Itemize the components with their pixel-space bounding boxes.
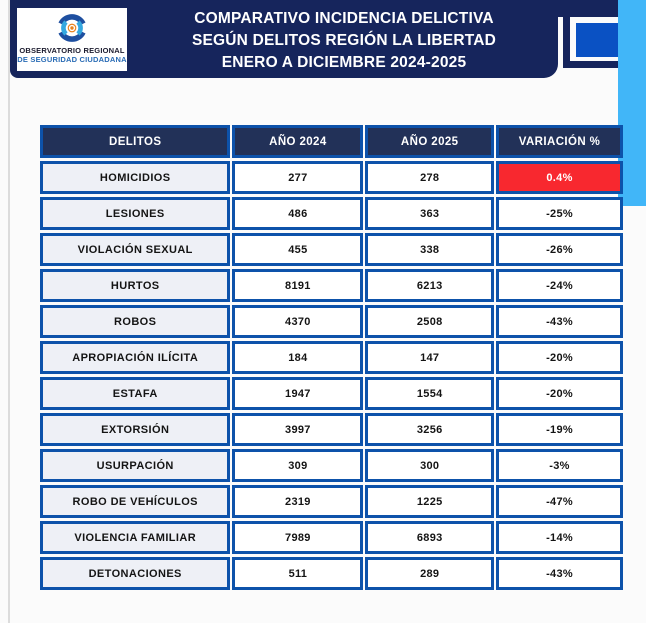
cell-ano-2025: 6213 [365,269,495,302]
cell-variacion: -20% [496,377,623,410]
decorative-blue-square [576,23,618,57]
cell-ano-2024: 309 [232,449,364,482]
crime-comparison-table: DELITOS AÑO 2024 AÑO 2025 VARIACIÓN % HO… [38,122,625,593]
column-header-ano-2024: AÑO 2024 [232,125,364,158]
table-row: LESIONES 486 363 -25% [40,197,623,230]
cell-ano-2024: 4370 [232,305,364,338]
table-row: ESTAFA 1947 1554 -20% [40,377,623,410]
table-row: VIOLENCIA FAMILIAR 7989 6893 -14% [40,521,623,554]
cell-variacion: -47% [496,485,623,518]
banner-top-right-strip [555,0,618,17]
cell-delito: ESTAFA [40,377,231,410]
cell-variacion: -43% [496,305,623,338]
cell-variacion: -19% [496,413,623,446]
cell-ano-2025: 6893 [365,521,495,554]
cell-ano-2024: 8191 [232,269,364,302]
table-header-row: DELITOS AÑO 2024 AÑO 2025 VARIACIÓN % [40,125,623,158]
cell-ano-2025: 338 [365,233,495,266]
cell-ano-2025: 289 [365,557,495,590]
cell-variacion: -26% [496,233,623,266]
column-header-delitos: DELITOS [40,125,231,158]
column-header-variacion: VARIACIÓN % [496,125,623,158]
cell-delito: APROPIACIÓN ILÍCITA [40,341,231,374]
logo-box: OBSERVATORIO REGIONAL DE SEGURIDAD CIUDA… [17,8,127,71]
cell-delito: VIOLENCIA FAMILIAR [40,521,231,554]
title-line-1: COMPARATIVO INCIDENCIA DELICTIVA [194,10,494,27]
table-row: APROPIACIÓN ILÍCITA 184 147 -20% [40,341,623,374]
cell-ano-2024: 7989 [232,521,364,554]
table-row: HOMICIDIOS 277 278 0.4% [40,161,623,194]
cell-delito: ROBOS [40,305,231,338]
cell-ano-2024: 1947 [232,377,364,410]
table-row: DETONACIONES 511 289 -43% [40,557,623,590]
cell-ano-2025: 1225 [365,485,495,518]
cell-ano-2024: 2319 [232,485,364,518]
cell-variacion: -3% [496,449,623,482]
table-row: VIOLACIÓN SEXUAL 455 338 -26% [40,233,623,266]
cell-delito: EXTORSIÓN [40,413,231,446]
cell-delito: USURPACIÓN [40,449,231,482]
cell-ano-2024: 184 [232,341,364,374]
cell-delito: HOMICIDIOS [40,161,231,194]
title-line-3: ENERO A DICIEMBRE 2024-2025 [221,54,467,71]
page-title: COMPARATIVO INCIDENCIA DELICTIVA SEGÚN D… [135,8,553,74]
column-header-ano-2025: AÑO 2025 [365,125,495,158]
cell-variacion: -24% [496,269,623,302]
cell-variacion: -25% [496,197,623,230]
cell-delito: HURTOS [40,269,231,302]
cell-ano-2024: 511 [232,557,364,590]
decorative-l-shape-vertical [563,17,570,68]
table-row: ROBOS 4370 2508 -43% [40,305,623,338]
logo-text-line2: DE SEGURIDAD CIUDADANA [17,55,127,64]
cell-delito: DETONACIONES [40,557,231,590]
cell-ano-2024: 486 [232,197,364,230]
cell-ano-2025: 147 [365,341,495,374]
cell-ano-2025: 2508 [365,305,495,338]
title-line-2: SEGÚN DELITOS REGIÓN LA LIBERTAD [191,32,497,49]
cell-ano-2024: 3997 [232,413,364,446]
page-left-edge-line [8,0,10,623]
cell-delito: ROBO DE VEHÍCULOS [40,485,231,518]
cell-variacion: -20% [496,341,623,374]
cell-ano-2024: 455 [232,233,364,266]
cell-ano-2025: 363 [365,197,495,230]
cell-delito: LESIONES [40,197,231,230]
cell-variacion: 0.4% [496,161,623,194]
table-row: EXTORSIÓN 3997 3256 -19% [40,413,623,446]
title-banner: OBSERVATORIO REGIONAL DE SEGURIDAD CIUDA… [10,0,558,78]
decorative-l-shape-horizontal [563,61,618,68]
logo-text-line1: OBSERVATORIO REGIONAL [19,46,125,55]
table-row: ROBO DE VEHÍCULOS 2319 1225 -47% [40,485,623,518]
cell-variacion: -14% [496,521,623,554]
cell-ano-2024: 277 [232,161,364,194]
cell-ano-2025: 300 [365,449,495,482]
table-row: USURPACIÓN 309 300 -3% [40,449,623,482]
cell-ano-2025: 1554 [365,377,495,410]
cell-delito: VIOLACIÓN SEXUAL [40,233,231,266]
observatorio-logo-icon [58,14,86,42]
table-row: HURTOS 8191 6213 -24% [40,269,623,302]
cell-ano-2025: 3256 [365,413,495,446]
cell-variacion: -43% [496,557,623,590]
cell-ano-2025: 278 [365,161,495,194]
